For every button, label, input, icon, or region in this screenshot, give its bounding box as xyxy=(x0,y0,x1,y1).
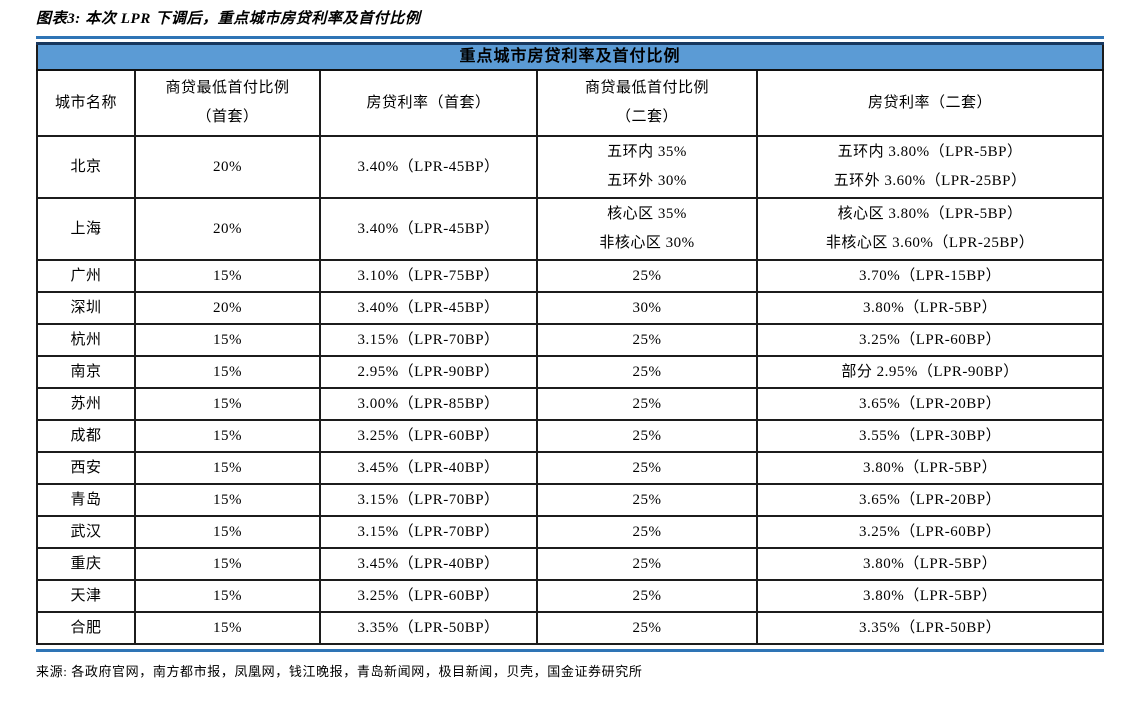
city-cell: 杭州 xyxy=(36,323,136,357)
first-home-downpayment-cell: 15% xyxy=(134,323,321,357)
first-home-downpayment-cell: 15% xyxy=(134,483,321,517)
table-row: 杭州 15% 3.15%（LPR-70BP） 25% 3.25%（LPR-60B… xyxy=(36,323,1105,357)
table-bottom-rule xyxy=(36,649,1104,652)
first-home-rate-cell: 2.95%（LPR-90BP） xyxy=(319,355,538,389)
second-home-downpayment-cell: 五环内 35% 五环外 30% xyxy=(536,135,758,199)
second-home-rate-cell: 3.25%（LPR-60BP） xyxy=(755,515,1105,549)
first-home-rate-cell: 3.35%（LPR-50BP） xyxy=(319,611,538,645)
first-home-rate-cell: 3.15%（LPR-70BP） xyxy=(319,323,538,357)
first-home-downpayment-cell: 15% xyxy=(134,419,321,453)
first-home-downpayment-cell: 15% xyxy=(134,387,321,421)
first-home-downpayment-cell: 15% xyxy=(134,547,321,581)
table-row: 广州 15% 3.10%（LPR-75BP） 25% 3.70%（LPR-15B… xyxy=(36,259,1105,293)
table-row: 苏州 15% 3.00%（LPR-85BP） 25% 3.65%（LPR-20B… xyxy=(36,387,1105,421)
table-row: 武汉 15% 3.15%（LPR-70BP） 25% 3.25%（LPR-60B… xyxy=(36,515,1105,549)
second-home-downpayment-cell: 25% xyxy=(536,483,758,517)
first-home-downpayment-cell: 15% xyxy=(134,515,321,549)
city-cell: 合肥 xyxy=(36,611,136,645)
city-cell: 上海 xyxy=(36,197,136,261)
second-home-rate-cell: 3.55%（LPR-30BP） xyxy=(755,419,1105,453)
first-home-rate-cell: 3.25%（LPR-60BP） xyxy=(319,579,538,613)
mortgage-rate-table: 重点城市房贷利率及首付比例 城市名称 商贷最低首付比例 （首套） 房贷利率（首套… xyxy=(35,42,1105,645)
first-home-downpayment-cell: 20% xyxy=(134,291,321,325)
header-second-home-rate: 房贷利率（二套） xyxy=(755,69,1105,137)
figure-title: 图表3: 本次 LPR 下调后，重点城市房贷利率及首付比例 xyxy=(36,11,421,27)
city-cell: 成都 xyxy=(36,419,136,453)
second-home-downpayment-cell: 25% xyxy=(536,579,758,613)
table-banner-title: 重点城市房贷利率及首付比例 xyxy=(35,42,1105,71)
source-note: 来源: 各政府官网，南方都市报，凤凰网，钱江晚报，青岛新闻网，极目新闻，贝壳，国… xyxy=(36,664,643,679)
table-row: 深圳 20% 3.40%（LPR-45BP） 30% 3.80%（LPR-5BP… xyxy=(36,291,1105,325)
second-home-rate-cell: 3.70%（LPR-15BP） xyxy=(755,259,1105,293)
first-home-downpayment-cell: 15% xyxy=(134,259,321,293)
first-home-downpayment-cell: 15% xyxy=(134,611,321,645)
first-home-rate-cell: 3.40%（LPR-45BP） xyxy=(319,197,538,261)
header-first-home-rate: 房贷利率（首套） xyxy=(319,69,538,137)
first-home-rate-cell: 3.15%（LPR-70BP） xyxy=(319,515,538,549)
header-second-home-downpayment: 商贷最低首付比例 （二套） xyxy=(536,69,758,137)
table-row: 北京 20% 3.40%（LPR-45BP） 五环内 35% 五环外 30% 五… xyxy=(36,135,1105,199)
city-cell: 深圳 xyxy=(36,291,136,325)
city-cell: 北京 xyxy=(36,135,136,199)
second-home-downpayment-cell: 30% xyxy=(536,291,758,325)
city-cell: 西安 xyxy=(36,451,136,485)
first-home-downpayment-cell: 20% xyxy=(134,135,321,199)
table-row: 青岛 15% 3.15%（LPR-70BP） 25% 3.65%（LPR-20B… xyxy=(36,483,1105,517)
first-home-rate-cell: 3.40%（LPR-45BP） xyxy=(319,135,538,199)
city-cell: 武汉 xyxy=(36,515,136,549)
second-home-rate-cell: 部分 2.95%（LPR-90BP） xyxy=(755,355,1105,389)
city-cell: 重庆 xyxy=(36,547,136,581)
first-home-rate-cell: 3.40%（LPR-45BP） xyxy=(319,291,538,325)
table-row: 上海 20% 3.40%（LPR-45BP） 核心区 35% 非核心区 30% … xyxy=(36,197,1105,261)
second-home-rate-cell: 3.80%（LPR-5BP） xyxy=(755,451,1105,485)
first-home-downpayment-cell: 15% xyxy=(134,355,321,389)
first-home-downpayment-cell: 20% xyxy=(134,197,321,261)
second-home-rate-cell: 3.65%（LPR-20BP） xyxy=(755,387,1105,421)
second-home-downpayment-cell: 25% xyxy=(536,611,758,645)
table-row: 南京 15% 2.95%（LPR-90BP） 25% 部分 2.95%（LPR-… xyxy=(36,355,1105,389)
title-underline-rule xyxy=(36,36,1104,39)
table-header-row: 城市名称 商贷最低首付比例 （首套） 房贷利率（首套） 商贷最低首付比例 （二套… xyxy=(36,69,1105,137)
first-home-rate-cell: 3.25%（LPR-60BP） xyxy=(319,419,538,453)
second-home-downpayment-cell: 核心区 35% 非核心区 30% xyxy=(536,197,758,261)
report-figure: 图表3: 本次 LPR 下调后，重点城市房贷利率及首付比例 重点城市房贷利率及首… xyxy=(35,11,1105,679)
first-home-rate-cell: 3.45%（LPR-40BP） xyxy=(319,547,538,581)
first-home-downpayment-cell: 15% xyxy=(134,451,321,485)
city-cell: 天津 xyxy=(36,579,136,613)
second-home-rate-cell: 核心区 3.80%（LPR-5BP） 非核心区 3.60%（LPR-25BP） xyxy=(755,197,1105,261)
table-row: 重庆 15% 3.45%（LPR-40BP） 25% 3.80%（LPR-5BP… xyxy=(36,547,1105,581)
second-home-downpayment-cell: 25% xyxy=(536,451,758,485)
second-home-rate-cell: 3.65%（LPR-20BP） xyxy=(755,483,1105,517)
second-home-rate-cell: 3.35%（LPR-50BP） xyxy=(755,611,1105,645)
second-home-rate-cell: 3.80%（LPR-5BP） xyxy=(755,291,1105,325)
table-row: 成都 15% 3.25%（LPR-60BP） 25% 3.55%（LPR-30B… xyxy=(36,419,1105,453)
second-home-downpayment-cell: 25% xyxy=(536,515,758,549)
second-home-rate-cell: 3.25%（LPR-60BP） xyxy=(755,323,1105,357)
second-home-downpayment-cell: 25% xyxy=(536,355,758,389)
first-home-rate-cell: 3.15%（LPR-70BP） xyxy=(319,483,538,517)
city-cell: 苏州 xyxy=(36,387,136,421)
second-home-rate-cell: 3.80%（LPR-5BP） xyxy=(755,579,1105,613)
first-home-downpayment-cell: 15% xyxy=(134,579,321,613)
city-cell: 南京 xyxy=(36,355,136,389)
first-home-rate-cell: 3.10%（LPR-75BP） xyxy=(319,259,538,293)
first-home-rate-cell: 3.00%（LPR-85BP） xyxy=(319,387,538,421)
first-home-rate-cell: 3.45%（LPR-40BP） xyxy=(319,451,538,485)
city-cell: 青岛 xyxy=(36,483,136,517)
header-city: 城市名称 xyxy=(36,69,136,137)
table-row: 天津 15% 3.25%（LPR-60BP） 25% 3.80%（LPR-5BP… xyxy=(36,579,1105,613)
second-home-downpayment-cell: 25% xyxy=(536,323,758,357)
second-home-rate-cell: 3.80%（LPR-5BP） xyxy=(755,547,1105,581)
table-row: 西安 15% 3.45%（LPR-40BP） 25% 3.80%（LPR-5BP… xyxy=(36,451,1105,485)
table-banner-row: 重点城市房贷利率及首付比例 xyxy=(35,42,1105,71)
header-first-home-downpayment: 商贷最低首付比例 （首套） xyxy=(134,69,321,137)
city-cell: 广州 xyxy=(36,259,136,293)
second-home-downpayment-cell: 25% xyxy=(536,387,758,421)
second-home-downpayment-cell: 25% xyxy=(536,547,758,581)
second-home-downpayment-cell: 25% xyxy=(536,259,758,293)
table-row: 合肥 15% 3.35%（LPR-50BP） 25% 3.35%（LPR-50B… xyxy=(36,611,1105,645)
second-home-downpayment-cell: 25% xyxy=(536,419,758,453)
second-home-rate-cell: 五环内 3.80%（LPR-5BP） 五环外 3.60%（LPR-25BP） xyxy=(755,135,1105,199)
